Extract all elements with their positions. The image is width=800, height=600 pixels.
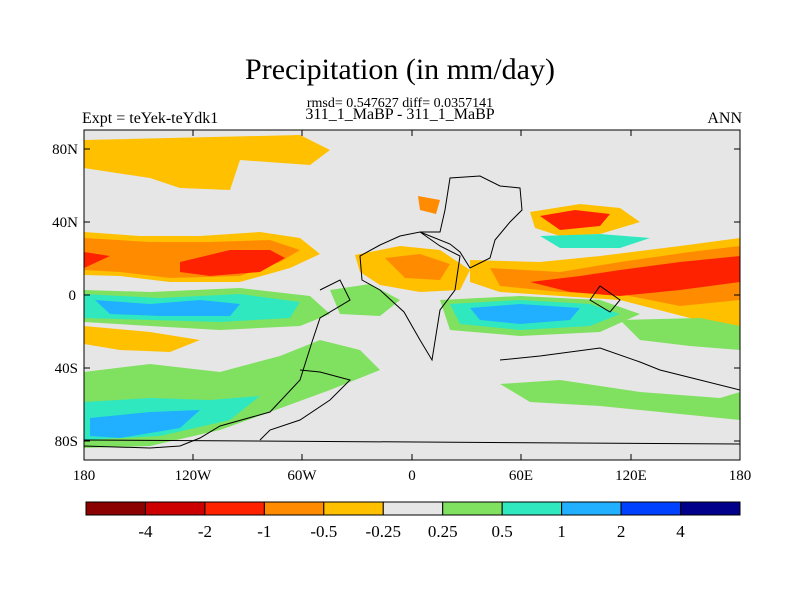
colorbar — [85, 501, 741, 516]
colorbar-label: 4 — [676, 522, 685, 541]
colorbar-box — [442, 501, 503, 516]
colorbar-label: -2 — [198, 522, 212, 541]
contour-strong-wet-south — [90, 410, 200, 438]
x-tick-label: 120E — [615, 468, 647, 484]
contour-weak-wet-west-pacific — [620, 318, 740, 350]
season-label: ANN — [707, 110, 742, 127]
y-tick-label: 0 — [69, 288, 77, 304]
map-title: Precipitation (in mm/day) — [245, 53, 555, 86]
y-tick-label: 80S — [55, 434, 78, 450]
contour-strong-dry-indian — [530, 256, 740, 296]
colorbar-box — [561, 501, 622, 516]
colorbar-label: 1 — [557, 522, 566, 541]
x-tick-label: 180 — [73, 468, 96, 484]
experiment-label: Expt = teYek-teYdk1 — [82, 110, 219, 127]
coastlines — [84, 175, 740, 449]
contour-weak-dry-south-pacific — [84, 326, 200, 352]
x-tick-label: 0 — [408, 468, 416, 484]
contour-weak-wet-south-indian — [500, 380, 740, 420]
contour-strong-wet-pacific — [95, 300, 240, 316]
y-tick-label: 40S — [55, 361, 78, 377]
colorbar-box — [204, 501, 265, 516]
colorbar-label: -4 — [138, 522, 153, 541]
colorbar-labels: -4 -2 -1 -0.5 -0.25 0.25 0.5 1 2 4 — [138, 522, 685, 541]
contour-moderate-dry-atlantic — [385, 254, 450, 280]
x-tick-label: 120W — [175, 468, 213, 484]
contour-strong-wet-indian — [470, 304, 580, 324]
colorbar-label: 0.5 — [492, 522, 513, 541]
colorbar-box — [144, 501, 206, 516]
x-tick-label: 60W — [287, 468, 317, 484]
contour-strong-dry-pacific — [84, 250, 285, 276]
x-ticks — [83, 130, 741, 460]
colorbar-box — [620, 501, 682, 516]
colorbar-box — [263, 501, 325, 516]
stats-line: rmsd= 0.547627 diff= 0.0357141 — [306, 96, 494, 111]
contour-weak-dry-north — [84, 135, 330, 190]
precip-field — [84, 130, 740, 460]
colorbar-box — [382, 501, 444, 516]
subtitle: 311_1_MaBP - 311_1_MaBP — [305, 106, 495, 123]
colorbar-label: 2 — [617, 522, 626, 541]
colorbar-box — [680, 501, 741, 516]
x-tick-label: 60E — [509, 468, 533, 484]
y-tick-label: 80N — [52, 142, 78, 158]
y-ticks — [84, 148, 740, 442]
y-tick-label: 40N — [52, 215, 78, 231]
colorbar-box — [323, 501, 384, 516]
colorbar-label: -0.25 — [366, 522, 401, 541]
contour-moderate-dry-asia — [540, 210, 610, 230]
colorbar-box — [501, 501, 563, 516]
contour-weak-dry-mediterranean — [418, 196, 440, 214]
colorbar-label: -1 — [257, 522, 271, 541]
contour-moderate-wet-asia — [540, 234, 650, 248]
colorbar-label: -0.5 — [310, 522, 337, 541]
colorbar-label: 0.25 — [428, 522, 458, 541]
colorbar-box — [85, 501, 146, 516]
x-tick-label: 180 — [729, 468, 752, 484]
